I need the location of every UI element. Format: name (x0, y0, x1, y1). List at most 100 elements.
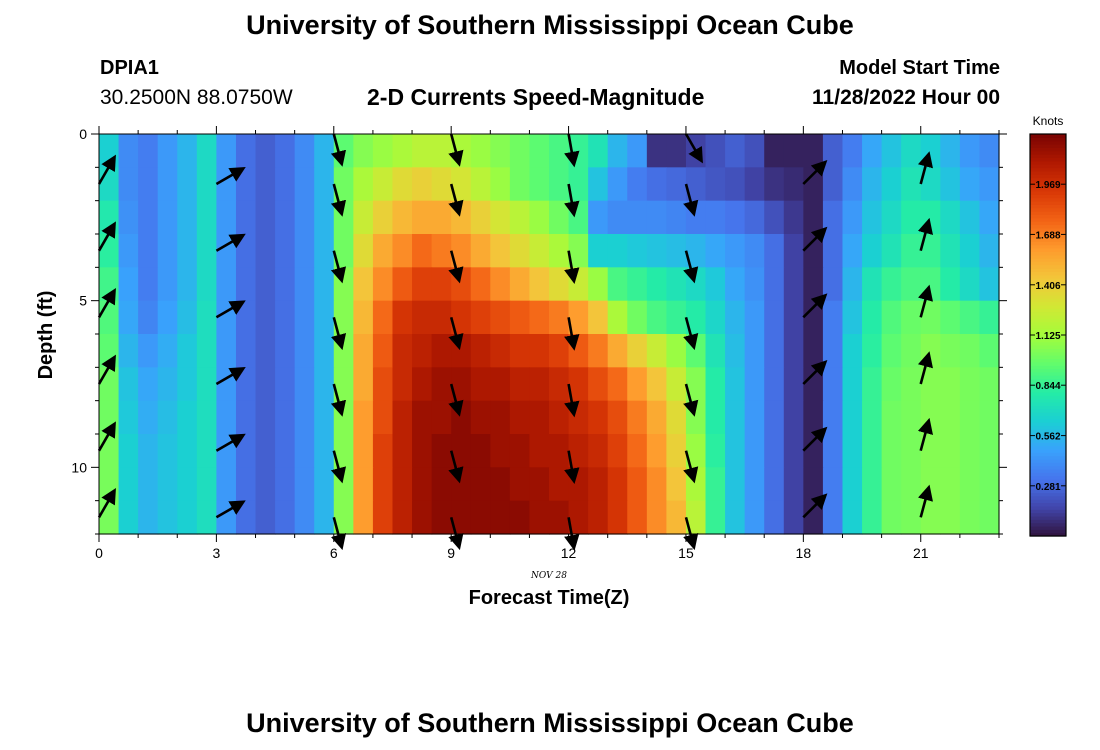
heatmap-cell (509, 400, 531, 435)
heatmap-cell (783, 500, 804, 535)
colorbar-segment (1030, 184, 1066, 189)
colorbar-segment (1030, 462, 1066, 467)
heatmap-cell (333, 200, 354, 235)
current-vector-arrow (330, 383, 347, 417)
current-vector-arrow (448, 516, 464, 551)
heatmap-cell (138, 434, 159, 468)
colorbar-segment (1030, 304, 1066, 309)
colorbar-segment (1030, 331, 1066, 336)
heatmap-cell (372, 267, 394, 302)
heatmap-cell (901, 167, 922, 202)
heatmap-cell (353, 334, 374, 368)
heatmap-cell (333, 167, 354, 202)
heatmap-cell (646, 134, 667, 168)
heatmap-cell (979, 467, 1000, 502)
colorbar-segment (1030, 324, 1066, 329)
colorbar-segment (1030, 268, 1066, 272)
heatmap-cell (177, 134, 198, 168)
heatmap-cell (588, 434, 609, 468)
heatmap-cell (196, 267, 217, 302)
heatmap-cell (881, 367, 902, 402)
colorbar-segment (1030, 308, 1066, 313)
heatmap-cell (940, 367, 961, 402)
heatmap-cell (685, 167, 707, 202)
heatmap-cell (275, 334, 296, 368)
heatmap-cell (294, 334, 315, 368)
colorbar-segment (1030, 412, 1066, 416)
heatmap-cell (627, 134, 648, 168)
heatmap-cell (901, 134, 922, 168)
colorbar-segment (1030, 204, 1066, 209)
heatmap-cell (627, 300, 648, 335)
heatmap-cell (627, 234, 648, 268)
colorbar-segment (1030, 472, 1066, 477)
current-vector-arrow (917, 417, 933, 452)
colorbar-tick-label: 1.125 (1035, 331, 1060, 342)
heatmap-cell (138, 234, 159, 268)
heatmap-cell (470, 334, 491, 368)
colorbar-segment (1030, 492, 1066, 497)
heatmap-cell (353, 500, 374, 535)
heatmap-cell (685, 300, 707, 335)
heatmap-cell (568, 500, 589, 535)
current-vector-arrow (564, 133, 580, 168)
heatmap-cell (744, 500, 765, 535)
heatmap-cell (666, 400, 687, 435)
heatmap-cell (412, 200, 433, 235)
heatmap-cell (705, 367, 726, 402)
heatmap-cell (431, 167, 452, 202)
heatmap-cell (862, 167, 883, 202)
heatmap-cell (333, 300, 354, 335)
heatmap-cell (822, 134, 844, 168)
heatmap-cell (627, 467, 648, 502)
heatmap-cell (353, 134, 374, 168)
heatmap-cell (353, 234, 374, 268)
heatmap-cell (490, 367, 511, 402)
heatmap-cell (920, 467, 941, 502)
heatmap-cell (725, 167, 746, 202)
heatmap-cell (744, 400, 765, 435)
colorbar-segment (1030, 499, 1066, 504)
heatmap-cell (842, 400, 863, 435)
colorbar-segment (1030, 391, 1066, 396)
current-vector-arrow (802, 226, 828, 252)
heatmap-cell (255, 167, 276, 202)
heatmap-cell (157, 300, 178, 335)
heatmap-cell (177, 367, 198, 402)
heatmap-cell (666, 134, 687, 168)
heatmap-cell (372, 500, 394, 535)
colorbar-segment (1030, 371, 1066, 376)
y-tick-label: 10 (71, 459, 87, 475)
heatmap-cell (764, 200, 785, 235)
heatmap-cell (138, 334, 159, 368)
heatmap-cell (157, 434, 178, 468)
heatmap-cell (451, 434, 472, 468)
heatmap-cell (607, 334, 628, 368)
colorbar-segment (1030, 432, 1066, 437)
heatmap-cell (979, 434, 1000, 468)
heatmap-cell (920, 400, 941, 435)
heatmap-cell (607, 267, 628, 302)
heatmap-cell (979, 500, 1000, 535)
heatmap-cell (412, 267, 433, 302)
heatmap-cell (959, 134, 981, 168)
heatmap-cell (862, 267, 883, 302)
colorbar-segment (1030, 519, 1066, 524)
colorbar-segment (1030, 358, 1066, 363)
heatmap-cell (646, 200, 667, 235)
heatmap-cell (607, 500, 628, 535)
heatmap-cell (842, 467, 863, 502)
heatmap-cell (353, 167, 374, 202)
heatmap-cell (470, 467, 491, 502)
current-vector-arrow (215, 367, 246, 386)
colorbar-segment (1030, 197, 1066, 202)
heatmap-cell (177, 500, 198, 535)
current-vector-arrow (802, 160, 828, 185)
current-vector-arrow (564, 517, 580, 551)
heatmap-cell (314, 167, 335, 202)
colorbar-tick-label: 1.406 (1035, 281, 1060, 292)
current-vector-arrow (564, 250, 580, 285)
heatmap-cell (529, 234, 550, 268)
heatmap-cell (783, 300, 804, 335)
heatmap-cell (959, 200, 981, 235)
